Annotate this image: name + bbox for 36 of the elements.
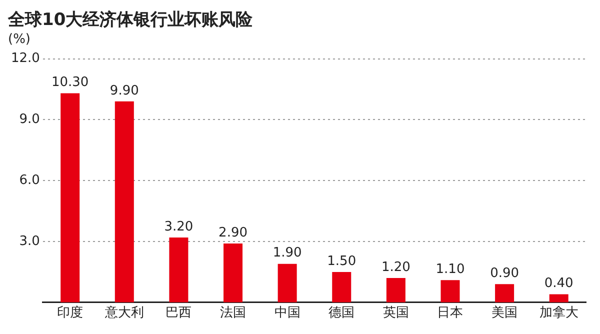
bar — [495, 284, 514, 302]
bar — [386, 278, 406, 302]
x-tick-label: 意大利 — [104, 306, 144, 321]
x-tick-label: 中国 — [274, 306, 300, 321]
x-tick-label: 美国 — [492, 304, 518, 321]
x-tick-label: 法国 — [220, 306, 246, 321]
bar — [332, 272, 352, 302]
x-tick-label: 日本 — [437, 306, 464, 321]
x-tick-label: 加拿大 — [539, 306, 578, 321]
bar — [549, 294, 568, 302]
x-tick-label: 印度 — [57, 304, 84, 321]
x-tick-label: 英国 — [382, 306, 409, 321]
x-tick-label: 德国 — [328, 306, 355, 321]
bar — [278, 264, 297, 302]
y-tick-label: 9.0 — [19, 112, 40, 128]
bar — [224, 244, 243, 302]
data-label: 1.20 — [381, 260, 410, 275]
x-tick-label: 巴西 — [166, 306, 192, 321]
bar — [114, 101, 134, 302]
data-label: 1.90 — [272, 246, 302, 261]
chart-title: 全球10大经济体银行业坏账风险 — [8, 9, 254, 32]
bar — [60, 93, 80, 302]
y-axis-title: (%) — [8, 32, 32, 48]
data-label: 10.30 — [51, 75, 89, 90]
data-label: 0.90 — [490, 266, 520, 282]
data-label: 2.90 — [218, 225, 248, 240]
y-tick-label: 6.0 — [19, 172, 40, 188]
data-label: 1.50 — [327, 254, 356, 269]
y-tick-label: 3.0 — [19, 234, 40, 249]
data-label: 9.90 — [110, 83, 139, 98]
y-tick-label: 12.0 — [10, 51, 40, 66]
bar — [169, 237, 188, 302]
data-label: 3.20 — [164, 219, 194, 234]
bar — [440, 280, 460, 302]
data-label: 0.40 — [544, 276, 574, 292]
data-label: 1.10 — [436, 262, 465, 277]
